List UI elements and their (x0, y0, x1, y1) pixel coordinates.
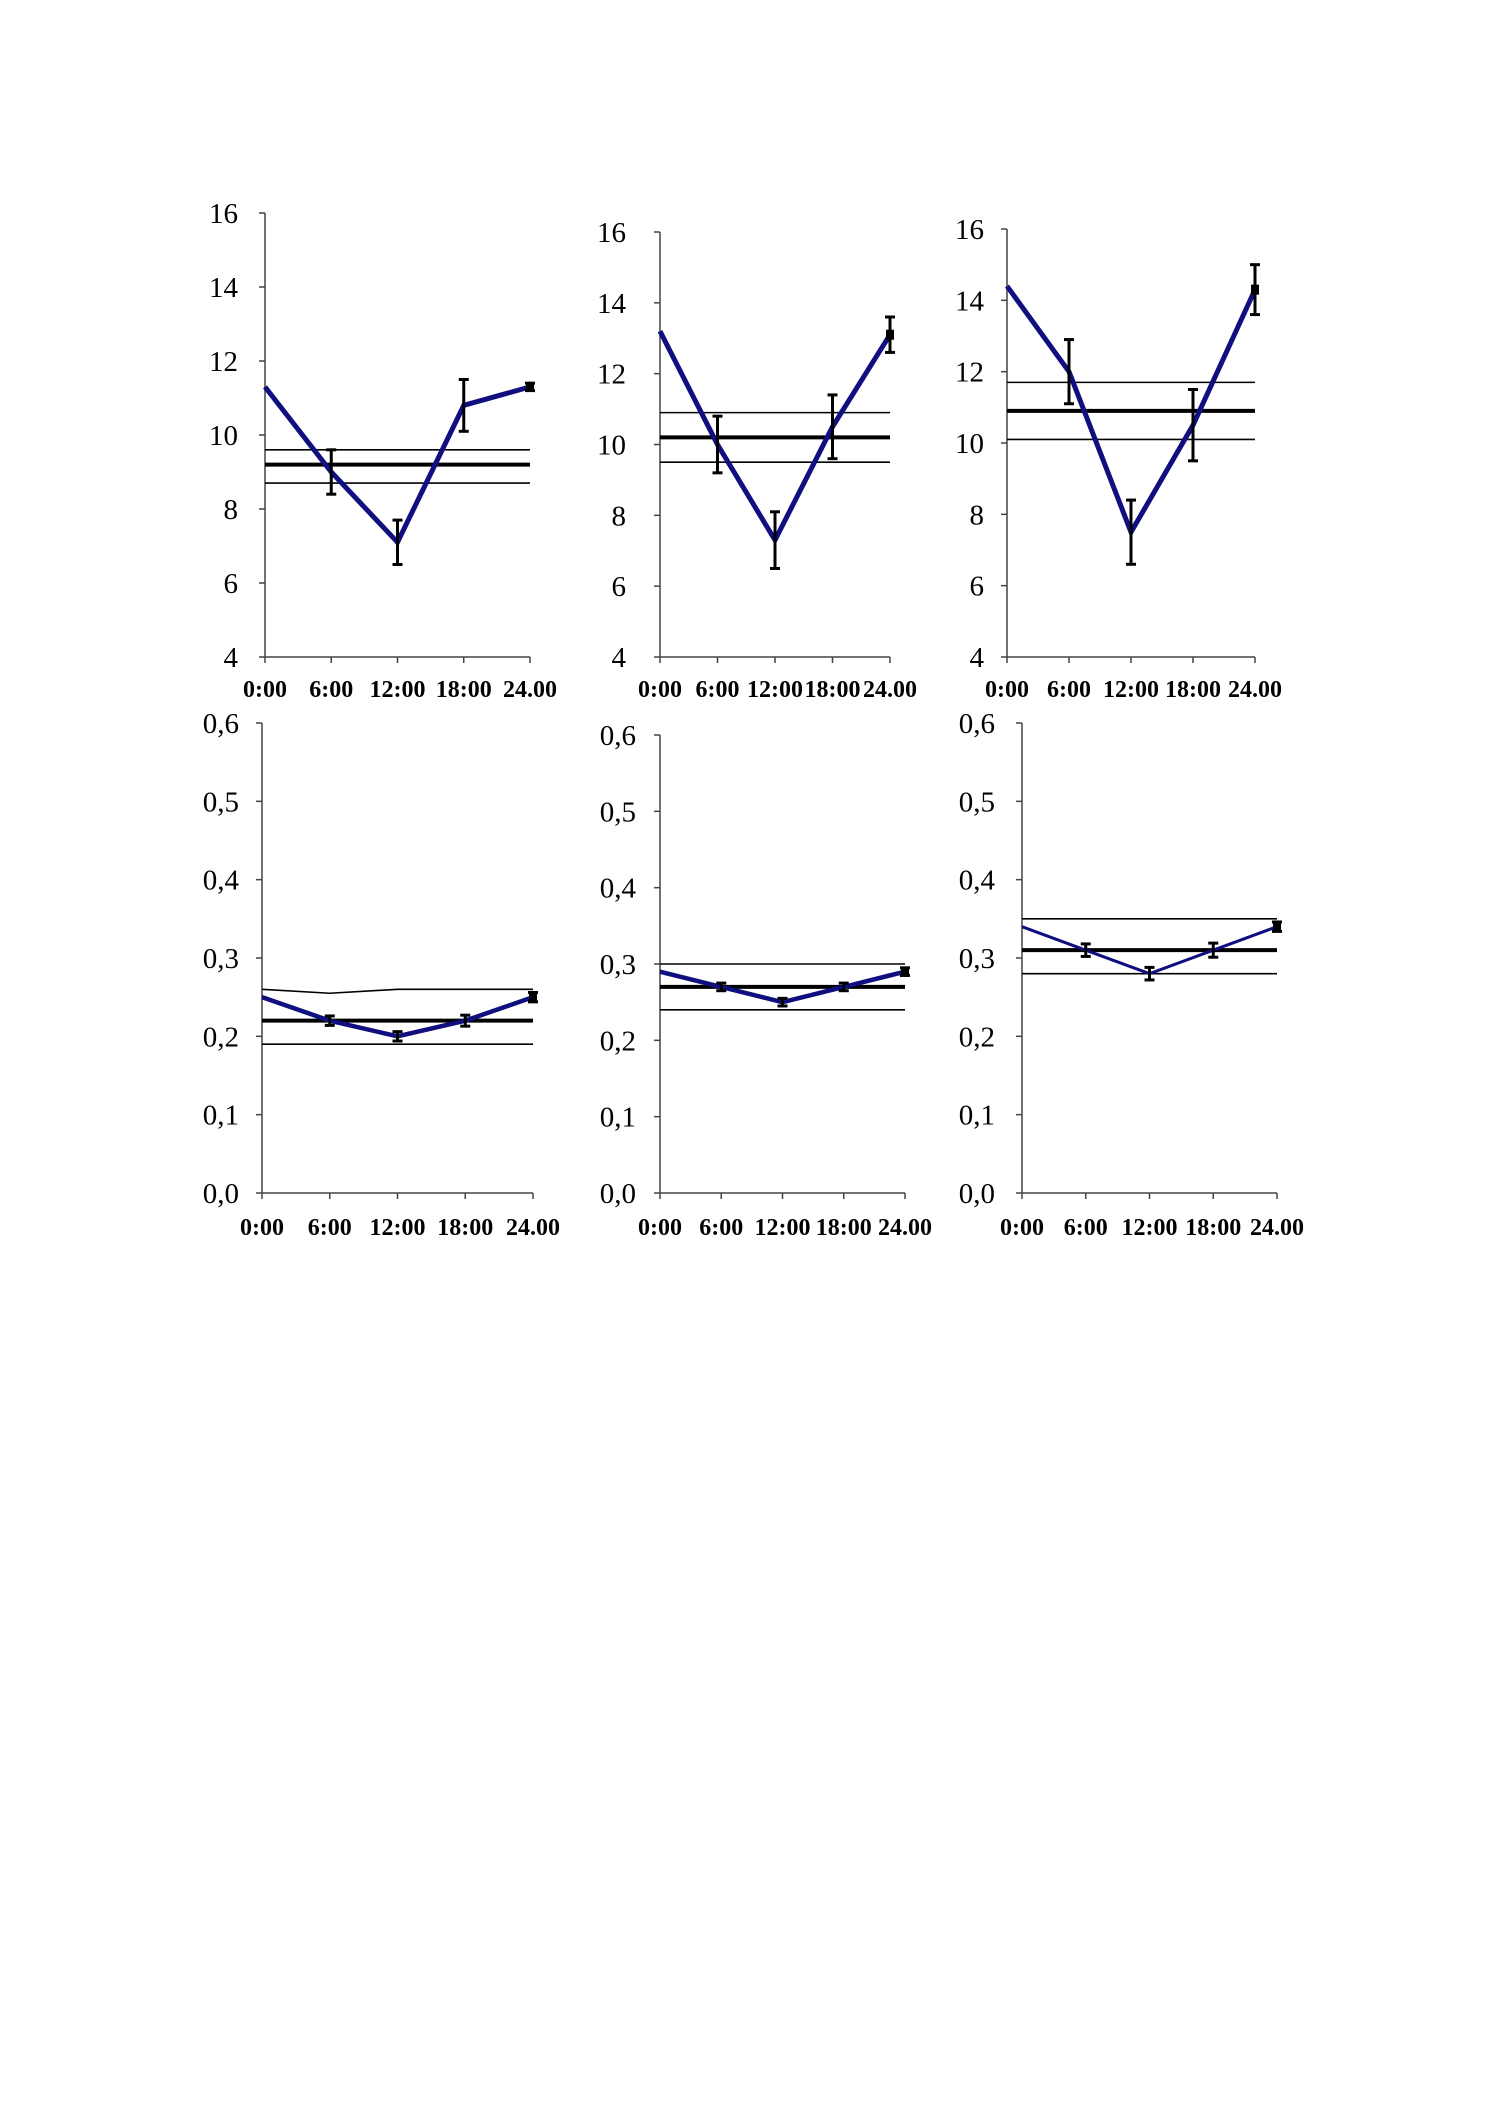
x-tick-label: 12:00 (1122, 1215, 1178, 1241)
y-tick-label: 16 (597, 217, 626, 249)
chart-panel-bottom-middle: 0,0 0,1 0,2 0,3 0,4 0,5 0,6 0:00 6:00 12:00 18:00 2… (600, 720, 932, 1241)
x-tick-label: 6:00 (699, 1215, 743, 1241)
y-tick-label: 4 (612, 642, 627, 674)
y-tick-label: 16 (955, 214, 984, 246)
y-tick-label: 0,3 (203, 943, 239, 975)
y-tick-label: 14 (597, 288, 627, 320)
x-tick-label: 0:00 (985, 677, 1029, 703)
series-point-end (1273, 921, 1281, 932)
y-tick-label: 0,5 (959, 786, 995, 818)
y-tick-label: 4 (970, 642, 985, 674)
x-tick-label: 6:00 (696, 677, 740, 703)
y-tick-label: 14 (955, 285, 985, 317)
x-tick-label: 18:00 (1165, 677, 1221, 703)
y-tick-label: 0,5 (600, 796, 636, 828)
series-point-end (886, 329, 894, 340)
chart-panel-bottom-left: 0,0 0,1 0,2 0,3 0,4 0,5 0,6 0:00 6:00 12:00 18:00 2… (203, 708, 560, 1241)
y-tick-label: 0,2 (959, 1021, 995, 1053)
y-tick-label: 4 (224, 642, 239, 674)
chart-panel-top-left: 4 6 8 10 12 14 16 0:00 6:00 12:00 18:00 24.00 (209, 198, 557, 703)
x-tick-label: 24.00 (1250, 1215, 1304, 1241)
y-tick-label: 0,1 (203, 1100, 239, 1132)
y-tick-label: 0,2 (203, 1021, 239, 1053)
y-tick-label: 12 (209, 346, 238, 378)
reference-line-upper (261, 988, 533, 995)
y-tick-label: 8 (224, 494, 239, 526)
y-tick-label: 12 (597, 359, 626, 391)
x-tick-label: 12:00 (370, 1215, 426, 1241)
x-tick-label: 12:00 (1103, 677, 1159, 703)
x-tick-label: 24.00 (1228, 677, 1282, 703)
y-tick-label: 0,1 (959, 1100, 995, 1132)
x-tick-label: 18:00 (437, 1215, 493, 1241)
x-tick-label: 12:00 (747, 677, 803, 703)
y-tick-label: 16 (209, 198, 238, 230)
x-tick-label: 6:00 (308, 1215, 352, 1241)
y-tick-label: 14 (209, 272, 239, 304)
x-tick-label: 24.00 (506, 1215, 560, 1241)
y-tick-label: 8 (612, 500, 627, 532)
chart-panel-top-middle: 4 6 8 10 12 14 16 0:00 6:00 12:00 18:00 24.00 (597, 217, 917, 703)
y-tick-label: 0,6 (203, 708, 239, 740)
y-tick-label: 0,4 (203, 865, 240, 897)
y-tick-label: 0,0 (203, 1178, 239, 1210)
y-tick-label: 10 (955, 428, 984, 460)
x-tick-label: 18:00 (436, 677, 492, 703)
y-tick-label: 0,4 (600, 873, 637, 905)
y-tick-label: 0,1 (600, 1102, 636, 1134)
y-tick-label: 0,6 (600, 720, 636, 752)
y-tick-label: 0,0 (959, 1178, 995, 1210)
y-tick-label: 0,2 (600, 1025, 636, 1057)
y-tick-label: 0,5 (203, 786, 239, 818)
y-tick-label: 10 (597, 430, 626, 462)
y-tick-label: 8 (970, 499, 985, 531)
y-tick-label: 0,3 (959, 943, 995, 975)
series-point-end (529, 992, 537, 1003)
x-tick-label: 0:00 (240, 1215, 284, 1241)
x-tick-label: 6:00 (309, 677, 353, 703)
x-tick-label: 24.00 (503, 677, 557, 703)
y-tick-label: 0,6 (959, 708, 995, 740)
x-tick-label: 18:00 (816, 1215, 872, 1241)
y-tick-label: 0,3 (600, 949, 636, 981)
series-point-end (901, 966, 909, 977)
y-tick-label: 6 (970, 571, 985, 603)
x-tick-label: 18:00 (805, 677, 861, 703)
x-tick-label: 18:00 (1185, 1215, 1241, 1241)
y-tick-label: 0,0 (600, 1178, 636, 1210)
y-tick-label: 6 (612, 571, 627, 603)
chart-panel-bottom-right: 0,0 0,1 0,2 0,3 0,4 0,5 0,6 0:00 6:00 12:00 18:00 2… (959, 708, 1304, 1241)
x-tick-label: 0:00 (1000, 1215, 1044, 1241)
y-tick-label: 12 (955, 357, 984, 389)
x-tick-label: 0:00 (243, 677, 287, 703)
x-tick-label: 12:00 (755, 1215, 811, 1241)
x-tick-label: 12:00 (370, 677, 426, 703)
x-tick-label: 24.00 (878, 1215, 932, 1241)
x-tick-label: 6:00 (1064, 1215, 1108, 1241)
y-tick-label: 0,4 (959, 865, 996, 897)
chart-panel-top-right: 4 6 8 10 12 14 16 0:00 6:00 12:00 18:00 24.00 (955, 214, 1282, 703)
series-point-end (1251, 284, 1259, 295)
y-tick-label: 10 (209, 420, 238, 452)
x-tick-label: 24.00 (863, 677, 917, 703)
x-tick-label: 6:00 (1047, 677, 1091, 703)
x-tick-label: 0:00 (638, 1215, 682, 1241)
x-tick-label: 0:00 (638, 677, 682, 703)
series-point-end (526, 381, 534, 392)
y-tick-label: 6 (224, 568, 239, 600)
